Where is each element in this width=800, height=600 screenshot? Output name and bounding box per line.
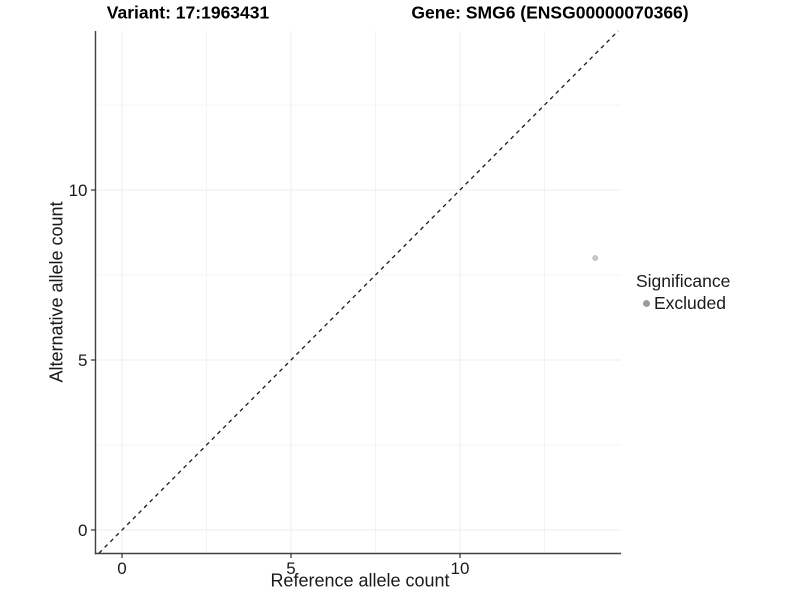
x-tick-label: 5 xyxy=(286,559,295,578)
legend-key-dot-icon xyxy=(643,299,650,307)
legend-item-label: Excluded xyxy=(654,293,726,313)
legend-item-excluded: Excluded xyxy=(636,293,730,313)
variant-title: Variant: 17:1963431 xyxy=(106,2,270,23)
x-axis-title: Reference allele count xyxy=(270,570,450,591)
legend-title: Significance xyxy=(636,271,731,291)
data-point xyxy=(592,255,599,261)
y-tick-label: 0 xyxy=(78,521,87,540)
identity-dashed-line xyxy=(98,30,619,554)
y-tick-label: 5 xyxy=(78,351,87,370)
gene-title: Gene: SMG6 (ENSG00000070366) xyxy=(411,2,689,23)
y-axis-title: Alternative allele count xyxy=(46,201,67,383)
x-tick-label: 0 xyxy=(117,559,126,578)
y-tick-label: 10 xyxy=(69,181,88,200)
x-tick-label: 10 xyxy=(451,559,470,578)
legend: Significance Excluded xyxy=(636,271,730,313)
